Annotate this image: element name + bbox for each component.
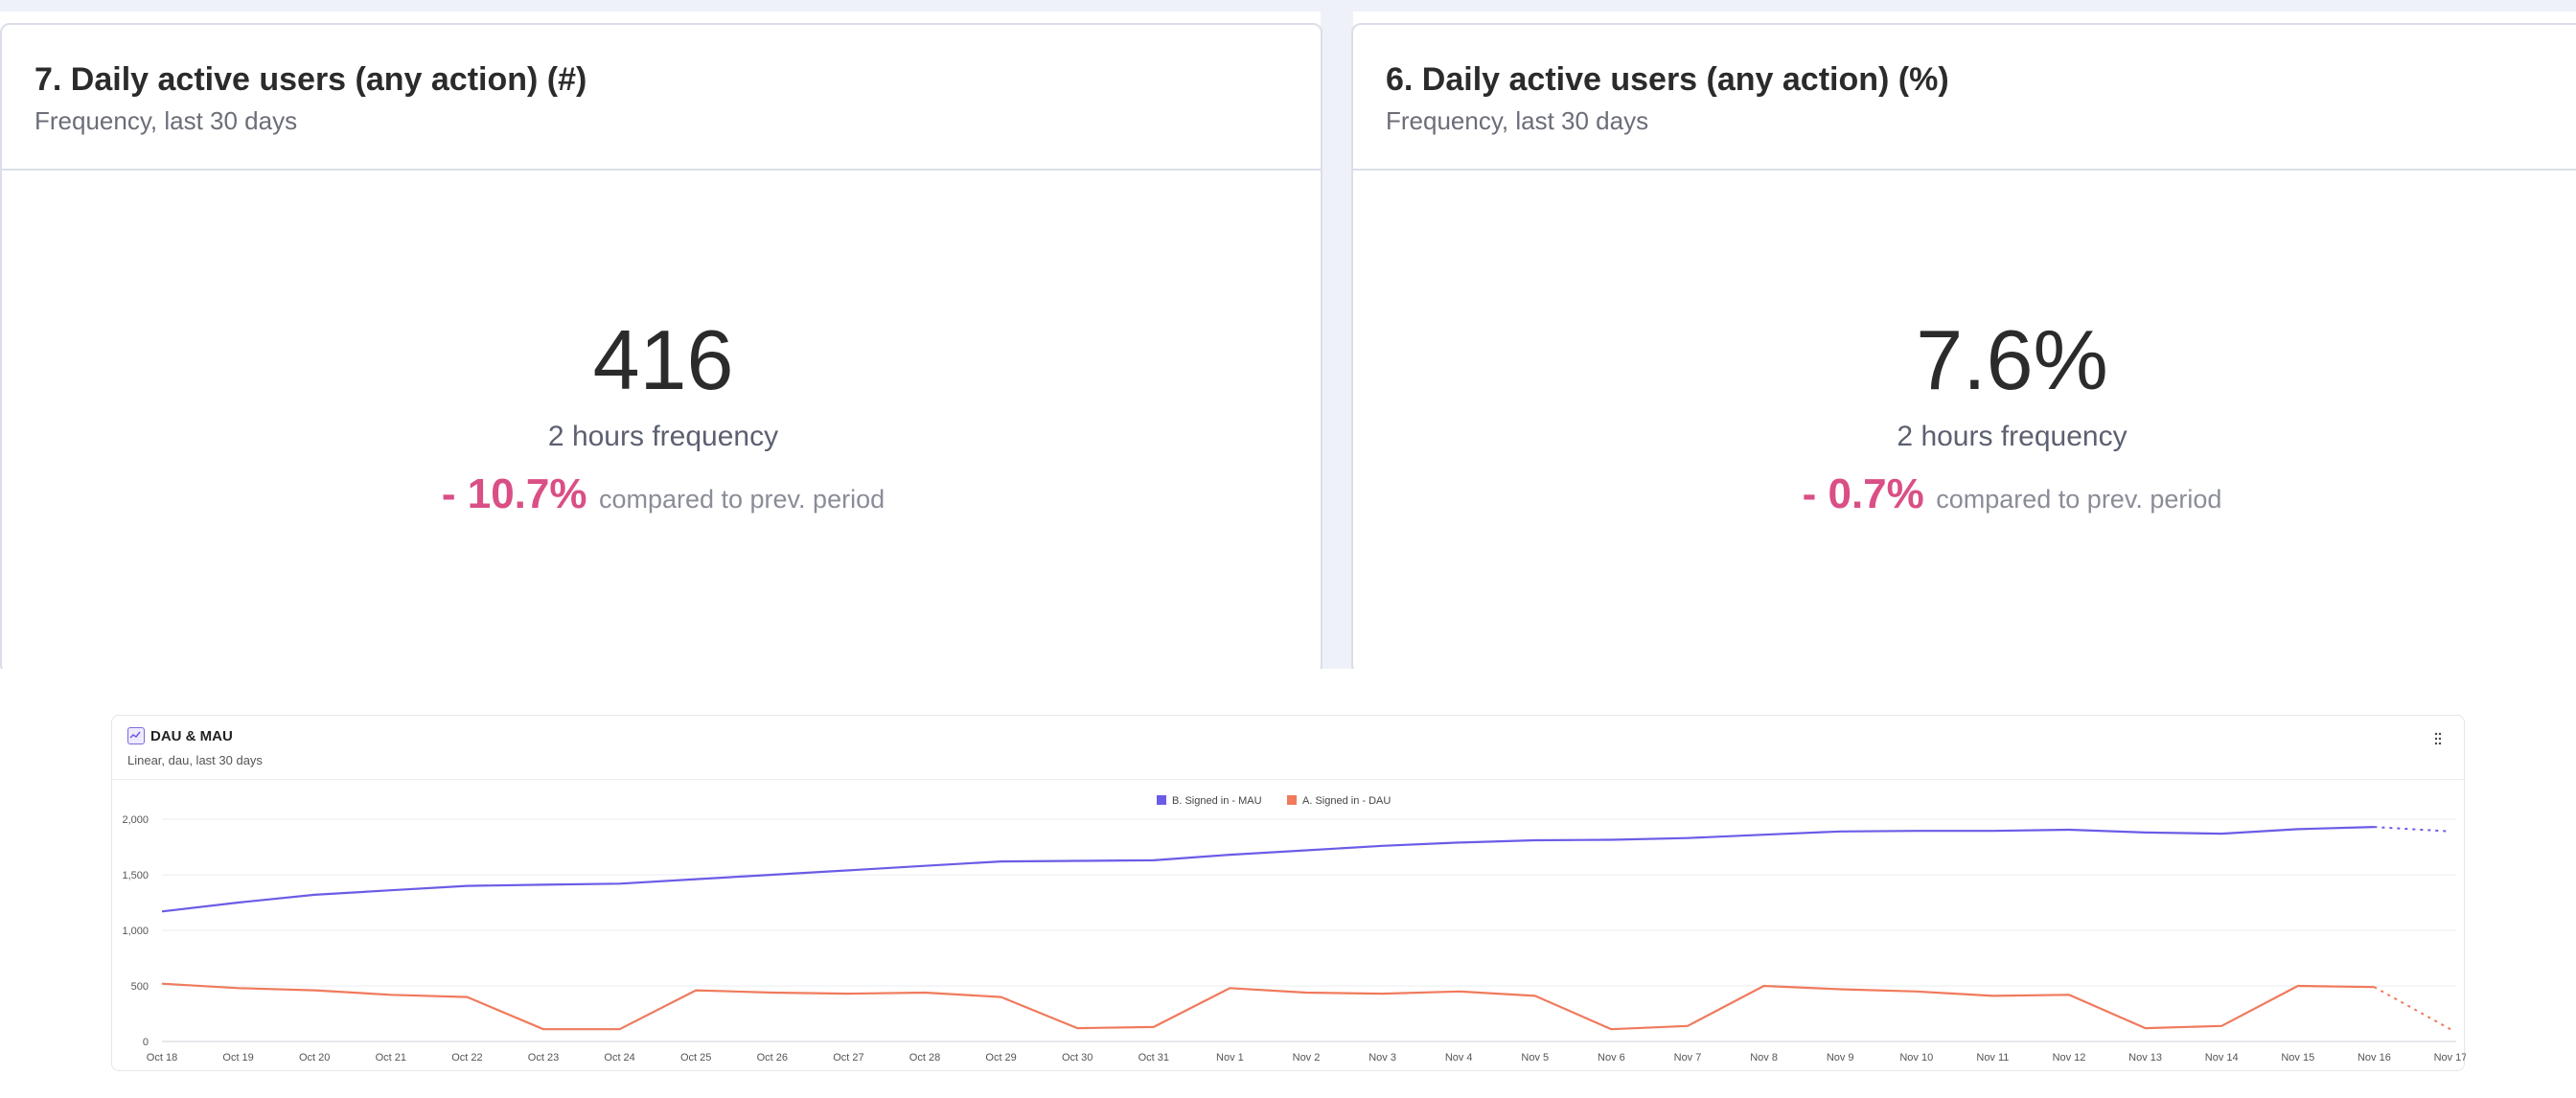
x-tick-label: Nov 7 [1674,1052,1702,1064]
series-line [161,826,2375,913]
y-tick-label: 500 [131,981,149,993]
kpi-frequency: 2 hours frequency [547,421,779,452]
kpi-delta: - 0.7% [1802,470,1924,517]
x-tick-label: Oct 24 [604,1052,634,1064]
dau-mau-line-chart: 2,000 1,500 1,000 500 0 Oct 18 Oct 19 Oct 20 Oct… [122,795,2466,1064]
x-tick-label: Oct 23 [528,1052,559,1064]
kpi-metric: 7.6% 2 hours frequency - 0.7% compared t… [1353,171,2576,527]
x-tick-label: Nov 12 [2053,1052,2086,1064]
y-tick-label: 1,000 [122,926,149,937]
x-tick-label: Nov 10 [1899,1052,1933,1064]
legend-swatch [1287,795,1297,805]
x-tick-label: Oct 22 [451,1052,482,1064]
x-tick-label: Nov 1 [1216,1052,1244,1064]
y-tick-label: 1,500 [122,870,149,881]
legend-label: A. Signed in - DAU [1302,795,1391,807]
chart-title[interactable]: DAU & MAU [150,727,233,744]
x-tick-label: Oct 21 [376,1052,406,1064]
x-tick-label: Nov 5 [1521,1052,1549,1064]
chart-card-dau-mau[interactable]: DAU & MAU Linear, dau, last 30 days 2,00… [111,715,2466,1071]
kpi-frequency: 2 hours frequency [1897,421,2128,452]
x-tick-label: Oct 29 [985,1052,1016,1064]
kpi-card-dau-count[interactable]: 7. Daily active users (any action) (#) F… [0,23,1322,675]
x-tick-label: Nov 2 [1293,1052,1321,1064]
kpi-card-header: 6. Daily active users (any action) (%) F… [1353,25,2576,171]
x-tick-label: Nov 3 [1368,1052,1396,1064]
legend-swatch [1157,795,1166,805]
x-tick-label: Nov 11 [1976,1052,2009,1064]
x-tick-label: Oct 31 [1138,1052,1169,1064]
kpi-metric: 416 2 hours frequency - 10.7% compared t… [2,171,1321,527]
kpi-card-subtitle: Frequency, last 30 days [34,106,298,135]
x-tick-label: Nov 8 [1750,1052,1778,1064]
chart-header-divider [112,779,2464,780]
x-tick-label: Nov 6 [1598,1052,1625,1064]
kpi-compare-label: compared to prev. period [598,485,886,514]
kpi-change: - 10.7% compared to prev. period [2,470,1321,527]
legend-label: B. Signed in - MAU [1172,795,1262,807]
kpi-delta: - 10.7% [441,470,587,517]
kpi-compare-label: compared to prev. period [1936,485,2222,514]
line-chart-icon [127,727,145,744]
x-tick-label: Nov 15 [2281,1052,2314,1064]
y-tick-label: 2,000 [122,814,149,826]
kpi-card-title[interactable]: 6. Daily active users (any action) (%) [1386,61,1949,98]
x-tick-label: Oct 19 [222,1052,253,1064]
kpi-card-body: 7.6% 2 hours frequency - 0.7% compared t… [1353,171,2576,673]
x-tick-label: Nov 16 [2358,1052,2391,1064]
cards-separator [1321,11,1353,669]
x-tick-label: Oct 18 [147,1052,177,1064]
kpi-value: 416 [592,312,734,407]
top-background-band [0,0,2576,11]
series-line [161,982,2375,1031]
x-tick-label: Nov 14 [2205,1052,2239,1064]
kpi-value: 7.6% [1916,312,2108,407]
chart-header: DAU & MAU Linear, dau, last 30 days [127,727,263,767]
x-tick-label: Nov 9 [1827,1052,1854,1064]
x-tick-label: Oct 26 [757,1052,788,1064]
x-tick-label: Oct 28 [909,1052,940,1064]
x-tick-label: Oct 27 [833,1052,863,1064]
kpi-card-header: 7. Daily active users (any action) (#) F… [2,25,1321,171]
y-tick-label: 0 [143,1037,149,1048]
x-tick-label: Nov 13 [2128,1052,2162,1064]
kpi-card-title[interactable]: 7. Daily active users (any action) (#) [34,61,587,98]
series-partial-segment [2373,986,2451,1031]
x-tick-label: Oct 30 [1062,1052,1092,1064]
series-partial-segment [2374,826,2451,833]
x-tick-label: Nov 4 [1445,1052,1473,1064]
kpi-card-dau-percent[interactable]: 6. Daily active users (any action) (%) F… [1351,23,2576,675]
kpi-card-body: 416 2 hours frequency - 10.7% compared t… [2,171,1321,673]
kpi-change: - 0.7% compared to prev. period [1353,471,2576,527]
x-tick-label: Oct 25 [680,1052,711,1064]
more-vertical-icon[interactable] [2433,732,2443,745]
x-tick-label: Oct 20 [299,1052,330,1064]
kpi-card-subtitle: Frequency, last 30 days [1386,106,1649,135]
x-tick-label: Nov 17 [2434,1052,2466,1064]
chart-subtitle: Linear, dau, last 30 days [127,753,263,768]
